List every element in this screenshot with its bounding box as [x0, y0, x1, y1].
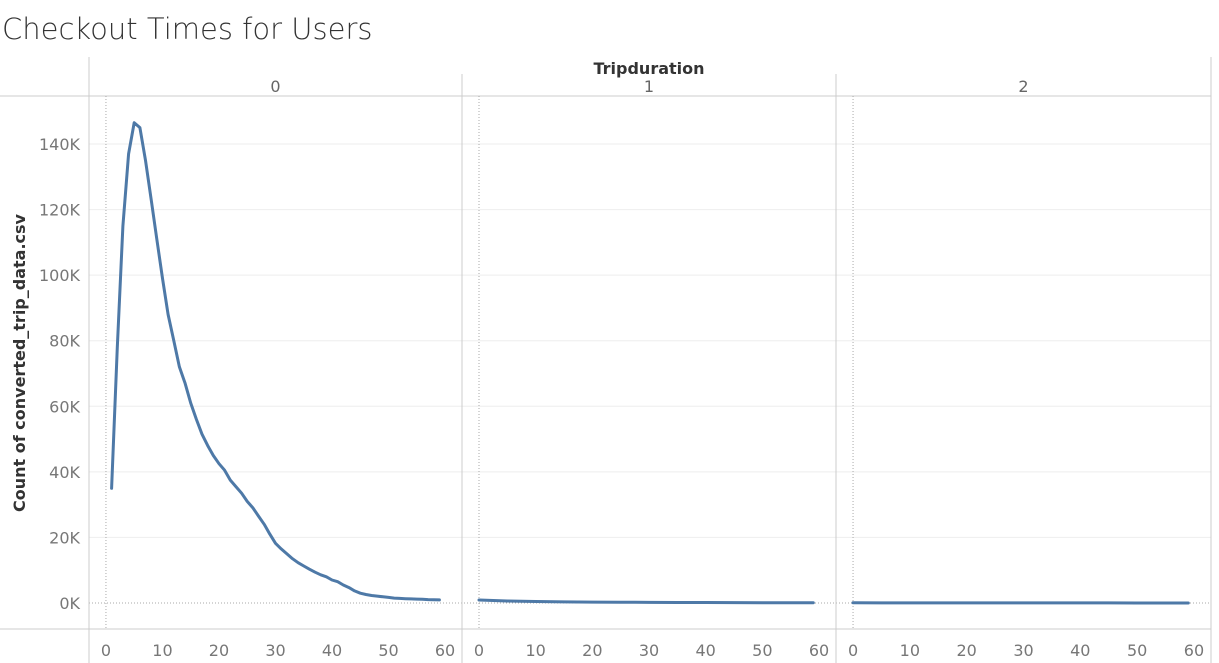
x-tick-label: 10 — [900, 641, 920, 660]
x-tick-label: 20 — [209, 641, 229, 660]
x-tick-label: 0 — [101, 641, 111, 660]
x-tick-label: 30 — [639, 641, 659, 660]
chart-title: Checkout Times for Users — [2, 12, 373, 46]
facet-panel-0: 0 0 10 20 30 40 50 60 — [101, 77, 455, 660]
y-axis-ticks: 0K 20K 40K 60K 80K 100K 120K 140K — [39, 135, 81, 613]
x-tick-label: 60 — [435, 641, 455, 660]
x-tick-label: 30 — [265, 641, 285, 660]
y-tick-label: 140K — [39, 135, 81, 154]
x-tick-label: 30 — [1013, 641, 1033, 660]
x-tick-label: 50 — [1127, 641, 1147, 660]
y-axis-label: Count of converted_trip_data.csv — [10, 213, 29, 512]
facet-label: 0 — [270, 77, 280, 96]
facet-label: 1 — [644, 77, 654, 96]
y-tick-label: 60K — [49, 397, 80, 416]
frame — [0, 57, 1212, 663]
y-tick-label: 80K — [49, 332, 80, 351]
x-tick-label: 0 — [848, 641, 858, 660]
x-tick-label: 10 — [525, 641, 545, 660]
x-tick-label: 60 — [809, 641, 829, 660]
x-tick-label: 50 — [378, 641, 398, 660]
y-tick-label: 120K — [39, 201, 81, 220]
x-tick-label: 50 — [752, 641, 772, 660]
x-tick-label: 40 — [695, 641, 715, 660]
y-tick-label: 0K — [59, 594, 80, 613]
x-tick-label: 0 — [474, 641, 484, 660]
y-tick-label: 100K — [39, 266, 81, 285]
series-line-1 — [477, 598, 815, 605]
facet-header: Tripduration — [593, 59, 704, 78]
y-tick-label: 40K — [49, 463, 80, 482]
x-tick-label: 40 — [322, 641, 342, 660]
facet-panel-2: 20 10 20 30 40 50 60 — [848, 77, 1204, 660]
x-tick-label: 60 — [1184, 641, 1204, 660]
x-tick-label: 20 — [957, 641, 977, 660]
x-tick-label: 10 — [152, 641, 172, 660]
series-line-0 — [110, 121, 441, 602]
y-tick-label: 20K — [49, 528, 80, 547]
x-tick-label: 40 — [1070, 641, 1090, 660]
facet-panel-1: 10 10 20 30 40 50 60 — [474, 77, 829, 660]
grid — [89, 143, 1211, 604]
facet-label: 2 — [1018, 77, 1028, 96]
x-tick-label: 20 — [582, 641, 602, 660]
